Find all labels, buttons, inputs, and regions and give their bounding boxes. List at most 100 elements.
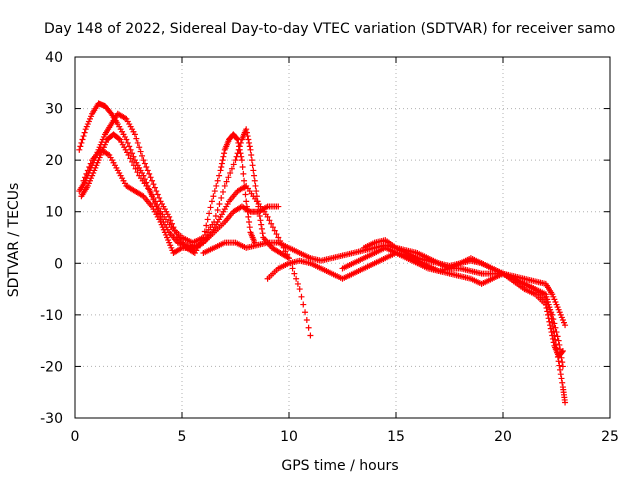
data-point bbox=[251, 172, 258, 179]
data-point bbox=[549, 335, 556, 342]
data-point bbox=[559, 379, 566, 386]
y-tick-label: 40 bbox=[45, 50, 63, 66]
data-point bbox=[545, 315, 552, 322]
data-point bbox=[81, 174, 88, 181]
data-point bbox=[245, 136, 252, 143]
data-point bbox=[554, 333, 561, 340]
data-point bbox=[542, 301, 549, 308]
data-point bbox=[300, 301, 307, 308]
data-point bbox=[268, 220, 275, 227]
data-point bbox=[548, 329, 555, 336]
data-point bbox=[257, 217, 264, 224]
data-point bbox=[79, 136, 86, 143]
data-point bbox=[282, 248, 289, 255]
data-point bbox=[216, 200, 223, 207]
data-point bbox=[557, 366, 564, 373]
chart-title: Day 148 of 2022, Sidereal Day-to-day VTE… bbox=[44, 21, 615, 37]
data-point bbox=[251, 177, 258, 184]
data-point bbox=[559, 348, 566, 355]
data-point bbox=[256, 213, 263, 220]
data-point bbox=[232, 157, 239, 164]
data-point bbox=[220, 153, 227, 160]
data-point bbox=[216, 172, 223, 179]
data-point bbox=[211, 188, 218, 195]
data-point bbox=[556, 362, 563, 369]
data-point bbox=[83, 170, 90, 177]
data-point bbox=[80, 133, 87, 140]
data-point bbox=[550, 316, 557, 323]
data-point bbox=[264, 213, 271, 220]
data-point bbox=[246, 143, 253, 150]
data-point bbox=[258, 225, 265, 232]
data-point bbox=[243, 198, 250, 205]
data-point bbox=[150, 181, 157, 188]
data-point bbox=[208, 198, 215, 205]
data-point bbox=[305, 324, 312, 331]
data-point bbox=[562, 322, 569, 329]
data-point bbox=[258, 221, 265, 228]
data-point bbox=[550, 339, 557, 346]
data-point bbox=[244, 133, 251, 140]
data-point bbox=[214, 177, 221, 184]
data-point bbox=[134, 169, 141, 176]
y-tick-label: 30 bbox=[45, 102, 63, 118]
data-point bbox=[80, 177, 87, 184]
data-point bbox=[203, 222, 210, 229]
x-tick-label: 15 bbox=[387, 429, 405, 445]
data-point bbox=[156, 194, 163, 201]
data-point bbox=[125, 151, 132, 158]
data-point bbox=[76, 146, 83, 153]
series-track-4 bbox=[80, 146, 282, 256]
data-point bbox=[155, 205, 162, 212]
data-point bbox=[151, 184, 158, 191]
data-point bbox=[154, 191, 161, 198]
data-point bbox=[266, 217, 273, 224]
data-point bbox=[149, 177, 156, 184]
data-point bbox=[275, 234, 282, 241]
data-point bbox=[221, 150, 228, 157]
data-point bbox=[557, 371, 564, 378]
data-point bbox=[241, 177, 248, 184]
data-point bbox=[212, 213, 219, 220]
data-point bbox=[246, 139, 253, 146]
y-tick-label: 20 bbox=[45, 153, 63, 169]
x-axis-label: GPS time / hours bbox=[281, 458, 398, 474]
data-point bbox=[227, 170, 234, 177]
data-point bbox=[271, 227, 278, 234]
data-point bbox=[559, 347, 566, 354]
data-point bbox=[150, 194, 157, 201]
x-tick-label: 0 bbox=[71, 429, 80, 445]
data-point bbox=[247, 146, 254, 153]
data-point bbox=[126, 143, 133, 150]
data-point bbox=[233, 135, 240, 142]
data-point bbox=[253, 188, 260, 195]
data-point bbox=[303, 317, 310, 324]
data-point bbox=[221, 182, 228, 189]
data-point bbox=[562, 399, 569, 406]
y-tick-label: 10 bbox=[45, 205, 63, 221]
data-point bbox=[246, 219, 253, 226]
data-point bbox=[558, 375, 565, 382]
plot-frame bbox=[74, 56, 611, 419]
data-point bbox=[78, 139, 85, 146]
data-point bbox=[248, 151, 255, 158]
data-point bbox=[225, 174, 232, 181]
data-point bbox=[294, 280, 301, 287]
data-point bbox=[136, 144, 143, 151]
data-point bbox=[207, 204, 214, 211]
data-point bbox=[141, 160, 148, 167]
data-point bbox=[146, 170, 153, 177]
data-point bbox=[228, 165, 235, 172]
data-point bbox=[555, 337, 562, 344]
y-tick-label: 0 bbox=[54, 256, 63, 272]
data-point bbox=[219, 157, 226, 164]
data-point bbox=[84, 167, 91, 174]
data-point bbox=[218, 164, 225, 171]
data-point bbox=[87, 160, 94, 167]
data-point bbox=[223, 178, 230, 185]
data-point bbox=[275, 203, 282, 210]
data-point bbox=[127, 155, 134, 162]
data-point bbox=[204, 216, 211, 223]
data-point bbox=[269, 224, 276, 231]
